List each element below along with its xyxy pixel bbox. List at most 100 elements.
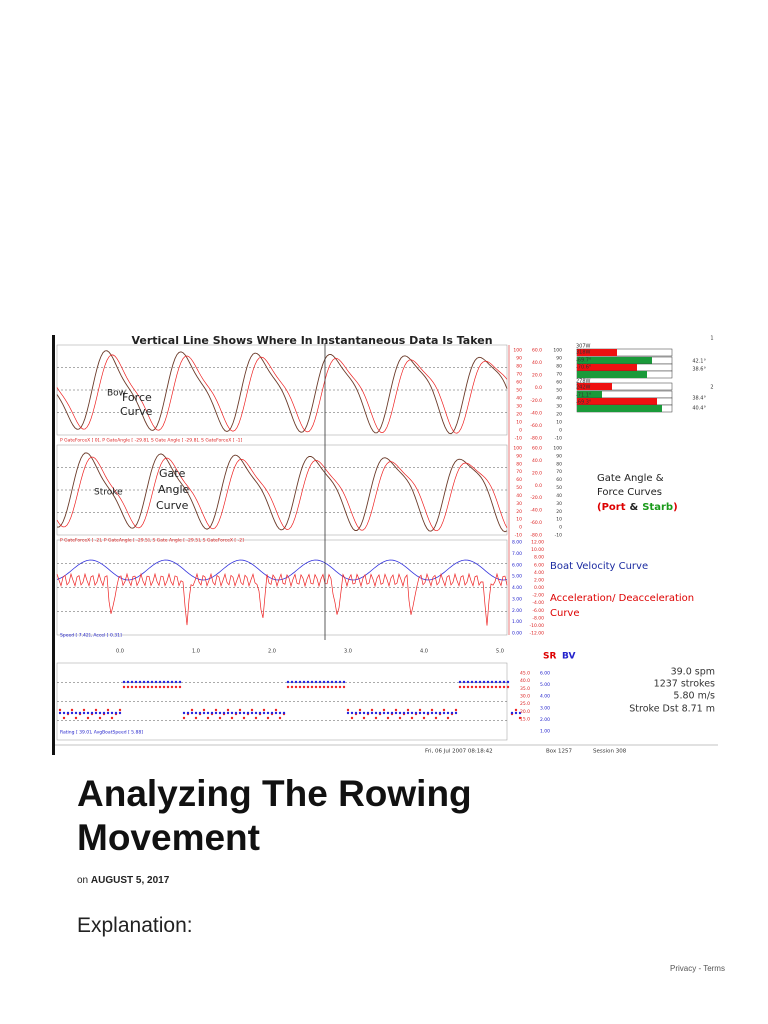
scale-label: 2.00: [540, 717, 550, 723]
force-bar-fill: [577, 405, 662, 412]
speed-dot: [178, 680, 182, 684]
rating-dot: [330, 685, 334, 689]
rating-dot: [94, 708, 98, 712]
speed-dot: [322, 680, 326, 684]
rating-dot: [266, 716, 270, 720]
scale-label: 50: [516, 388, 522, 394]
rating-dot: [98, 716, 102, 720]
speed-dot: [434, 711, 438, 715]
time-tick-label: 5.0: [496, 649, 504, 655]
speed-dot: [486, 680, 490, 684]
scale-label: -10: [555, 533, 562, 539]
speed-dot: [58, 711, 62, 715]
speed-dot: [374, 711, 378, 715]
scale-label: -6.00: [532, 608, 544, 614]
starb: Starb: [642, 502, 673, 513]
rating-dot: [134, 685, 138, 689]
speed-dot: [406, 711, 410, 715]
speed-dot: [182, 711, 186, 715]
scale-label: 60: [556, 380, 562, 386]
bar-label: 307W: [576, 344, 591, 350]
speed-dot: [106, 711, 110, 715]
rating-dot: [334, 685, 338, 689]
rating-dot: [350, 716, 354, 720]
scale-label: 30: [516, 404, 522, 410]
speed-dot: [246, 711, 250, 715]
scale-label: 70: [556, 469, 562, 475]
rating-dot: [190, 708, 194, 712]
rating-dot: [230, 716, 234, 720]
scale-label: 80: [516, 461, 522, 467]
rating-dot: [206, 716, 210, 720]
scale-label: 10: [516, 517, 522, 523]
scale-label: 2.00: [534, 577, 544, 583]
rating-dot: [166, 685, 170, 689]
scale-label: 10: [516, 420, 522, 426]
rating-dot: [370, 708, 374, 712]
scale-label: 5.00: [540, 682, 550, 688]
rating-dot: [474, 685, 478, 689]
scale-label: -2.00: [532, 593, 544, 599]
scale-label: 15.0: [520, 717, 530, 723]
speed-dot: [490, 680, 494, 684]
panel-legend: P GateForceX [ 0], P GateAngle [ -29.8],…: [60, 438, 242, 444]
speed-dot: [94, 711, 98, 715]
speed-dot: [146, 680, 150, 684]
scale-label: 0.00: [512, 631, 522, 637]
section-heading: Explanation:: [77, 914, 193, 937]
rating-dot: [182, 716, 186, 720]
speed-dot: [290, 680, 294, 684]
figure-title: Vertical Line Shows Where In Instantaneo…: [131, 335, 492, 347]
speed-dot: [118, 711, 122, 715]
scale-label: 0.0: [535, 385, 542, 391]
rating-dot: [250, 708, 254, 712]
speed-dot: [442, 711, 446, 715]
speed-dot: [70, 711, 74, 715]
scale-label: 6.00: [534, 562, 544, 568]
speed-dot: [470, 680, 474, 684]
rating-dot: [374, 716, 378, 720]
scale-label: 50: [556, 388, 562, 394]
rating-dot: [262, 708, 266, 712]
rating-dot: [82, 708, 86, 712]
privacy-link[interactable]: Privacy - Terms: [670, 964, 725, 973]
speed-dot: [510, 711, 514, 715]
scale-label: 1.00: [512, 619, 522, 625]
rating-dot: [342, 685, 346, 689]
speed-dot: [474, 680, 478, 684]
rating-dot: [158, 685, 162, 689]
rating-dot: [126, 685, 130, 689]
curve: [56, 456, 508, 532]
rating-dot: [470, 685, 474, 689]
scale-label: 7.00: [512, 551, 522, 557]
bar-label: -71.1°: [576, 393, 592, 399]
speed-dot: [166, 680, 170, 684]
scale-label: 0.0: [535, 483, 542, 489]
speed-dot: [262, 711, 266, 715]
speed-dot: [462, 680, 466, 684]
rating-dot: [306, 685, 310, 689]
speed-dot: [414, 711, 418, 715]
speed-dot: [86, 711, 90, 715]
speed-dot: [214, 711, 218, 715]
time-tick-label: 0.0: [116, 649, 124, 655]
scale-label: -40.0: [530, 508, 542, 514]
speed-dot: [514, 711, 518, 715]
speed-dot: [458, 680, 462, 684]
rating-dot: [274, 708, 278, 712]
speed-dot: [478, 680, 482, 684]
scale-label: 5.00: [512, 574, 522, 580]
curve: [56, 452, 508, 533]
rating-dot: [106, 708, 110, 712]
stat: 5.80 m/s: [673, 691, 715, 702]
speed-dot: [418, 711, 422, 715]
speed-dot: [390, 711, 394, 715]
speed-dot: [130, 680, 134, 684]
speed-dot: [314, 680, 318, 684]
scale-label: -8.00: [532, 615, 544, 621]
panel-legend: Speed [ 7.42], Accel [ 0.31]: [60, 633, 122, 639]
scale-label: 20.0: [532, 373, 542, 379]
bar-label: -69.3°: [576, 400, 592, 406]
speed-dot: [138, 680, 142, 684]
scale-label: 40: [556, 493, 562, 499]
